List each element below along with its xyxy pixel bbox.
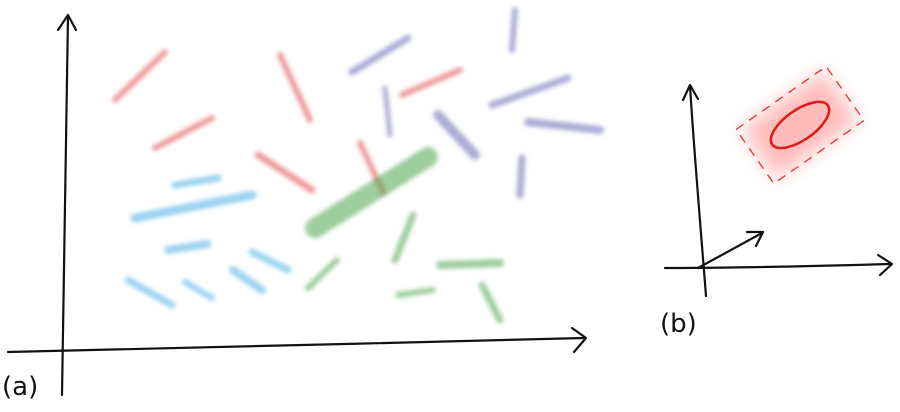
- red-strokes: [112, 49, 463, 195]
- stroke: [152, 115, 215, 151]
- z-arrow: [745, 230, 765, 248]
- green-strokes: [305, 147, 504, 324]
- cyan-strokes: [124, 174, 292, 309]
- stroke: [478, 281, 504, 324]
- panel-a-axes: [6, 13, 588, 397]
- bounding-box: [735, 65, 865, 185]
- x-arrow: [570, 326, 588, 354]
- y-arrow: [681, 83, 700, 102]
- density-cloud: [741, 71, 859, 179]
- stroke: [509, 7, 518, 53]
- stroke: [524, 118, 604, 134]
- y-arrow: [56, 13, 78, 32]
- panel-label: (b): [660, 309, 697, 339]
- z-axis: [696, 231, 764, 270]
- stroke: [391, 211, 417, 264]
- stroke: [277, 52, 313, 123]
- stroke: [229, 266, 266, 294]
- stroke: [124, 276, 176, 309]
- stroke: [171, 174, 222, 189]
- stroke: [395, 287, 436, 298]
- distribution: [735, 65, 865, 185]
- stroke: [305, 147, 438, 238]
- stroke: [164, 240, 211, 254]
- stroke: [130, 190, 257, 223]
- x-axis: [663, 262, 892, 270]
- stroke: [433, 110, 480, 160]
- panel-b: [663, 65, 894, 298]
- stroke: [254, 151, 316, 194]
- x-axis: [6, 336, 586, 354]
- stroke: [382, 85, 393, 138]
- stroke: [348, 34, 412, 76]
- stroke: [112, 49, 168, 103]
- panel-label: (a): [2, 372, 38, 402]
- stroke: [182, 279, 215, 301]
- stroke: [516, 154, 526, 199]
- stroke: [305, 257, 340, 291]
- ellipse: [769, 100, 831, 150]
- stroke: [436, 259, 504, 269]
- stroke: [248, 248, 292, 274]
- stroke: [399, 67, 463, 98]
- x-arrow: [876, 253, 894, 277]
- y-axis: [60, 14, 70, 397]
- purple-strokes: [348, 7, 604, 199]
- stroke: [488, 74, 572, 109]
